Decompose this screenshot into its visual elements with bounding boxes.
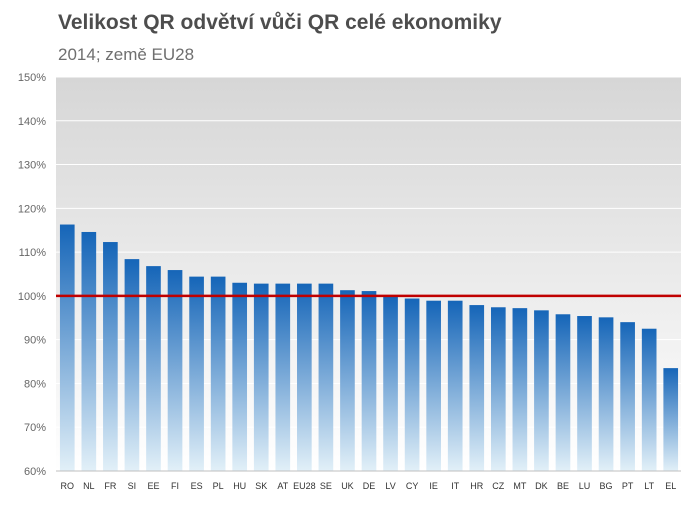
bar-hu: [232, 282, 248, 471]
x-tick-label: ES: [191, 481, 203, 491]
x-tick-label: EU28: [293, 481, 316, 491]
x-tick-label: PT: [622, 481, 634, 491]
x-tick-label: SI: [128, 481, 137, 491]
y-tick-label: 90%: [24, 335, 46, 347]
y-tick-label: 100%: [18, 291, 46, 303]
x-tick-label: CY: [406, 481, 419, 491]
bar-el: [663, 368, 679, 471]
bar-lt: [641, 328, 657, 471]
x-tick-label: HR: [470, 481, 483, 491]
bar-sk: [253, 283, 269, 471]
x-tick-label: HU: [233, 481, 246, 491]
bar-cz: [490, 307, 506, 471]
bar-pl: [210, 276, 226, 471]
x-tick-label: LT: [644, 481, 654, 491]
x-tick-label: DE: [363, 481, 376, 491]
bars: [59, 224, 679, 471]
x-tick-label: LU: [579, 481, 591, 491]
bar-ee: [146, 266, 161, 471]
x-tick-label: FR: [104, 481, 116, 491]
bar-at: [275, 283, 291, 471]
y-tick-label: 130%: [18, 160, 46, 172]
x-tick-label: FI: [171, 481, 179, 491]
x-tick-label: EE: [147, 481, 159, 491]
x-tick-label: NL: [83, 481, 95, 491]
bar-bg: [598, 317, 614, 471]
x-tick-label: DK: [535, 481, 548, 491]
bar-eu28: [297, 283, 312, 471]
bar-be: [555, 314, 571, 471]
x-tick-label: CZ: [492, 481, 504, 491]
y-tick-label: 150%: [18, 72, 46, 84]
y-tick-label: 120%: [18, 203, 46, 215]
bar-lu: [577, 316, 592, 471]
bar-mt: [512, 308, 528, 471]
bar-dk: [534, 310, 549, 471]
x-tick-label: IT: [451, 481, 460, 491]
bar-nl: [81, 231, 97, 471]
bar-hr: [469, 305, 485, 471]
y-tick-label: 110%: [19, 247, 47, 259]
x-axis: RO NL FR SI EE FI ES PL HU SK AT EU28 SE UK DE LV CY IE IT…: [56, 470, 681, 491]
bar-ie: [426, 300, 441, 471]
x-tick-label: EL: [665, 481, 676, 491]
y-tick-label: 80%: [24, 378, 46, 390]
bar-pt: [620, 322, 635, 471]
bar-si: [124, 259, 140, 471]
x-tick-label: BG: [600, 481, 613, 491]
chart-subtitle: 2014; země EU28: [58, 45, 195, 64]
bar-fi: [167, 270, 183, 471]
bar-es: [189, 276, 204, 471]
x-tick-label: PL: [213, 481, 224, 491]
bar-uk: [340, 290, 355, 471]
bar-se: [318, 283, 334, 471]
bar-de: [361, 291, 377, 471]
x-tick-label: MT: [513, 481, 526, 491]
x-tick-label: BE: [557, 481, 569, 491]
y-axis: 60% 70% 80% 90% 100% 110% 120% 130% 140% 150%: [18, 72, 46, 478]
bar-it: [447, 300, 463, 471]
x-tick-label: UK: [341, 481, 354, 491]
bar-ro: [59, 224, 75, 471]
x-tick-label: AT: [277, 481, 288, 491]
y-tick-label: 70%: [24, 422, 46, 434]
y-tick-label: 60%: [24, 466, 46, 478]
x-tick-label: SK: [255, 481, 267, 491]
bar-lv: [383, 295, 398, 471]
x-tick-label: RO: [61, 481, 75, 491]
bar-fr: [103, 242, 118, 471]
bar-cy: [404, 298, 420, 471]
x-tick-label: LV: [385, 481, 395, 491]
y-tick-label: 140%: [18, 116, 46, 128]
chart-title: Velikost QR odvětví vůči QR celé ekonomi…: [58, 11, 502, 34]
x-tick-label: SE: [320, 481, 332, 491]
x-tick-label: IE: [429, 481, 438, 491]
